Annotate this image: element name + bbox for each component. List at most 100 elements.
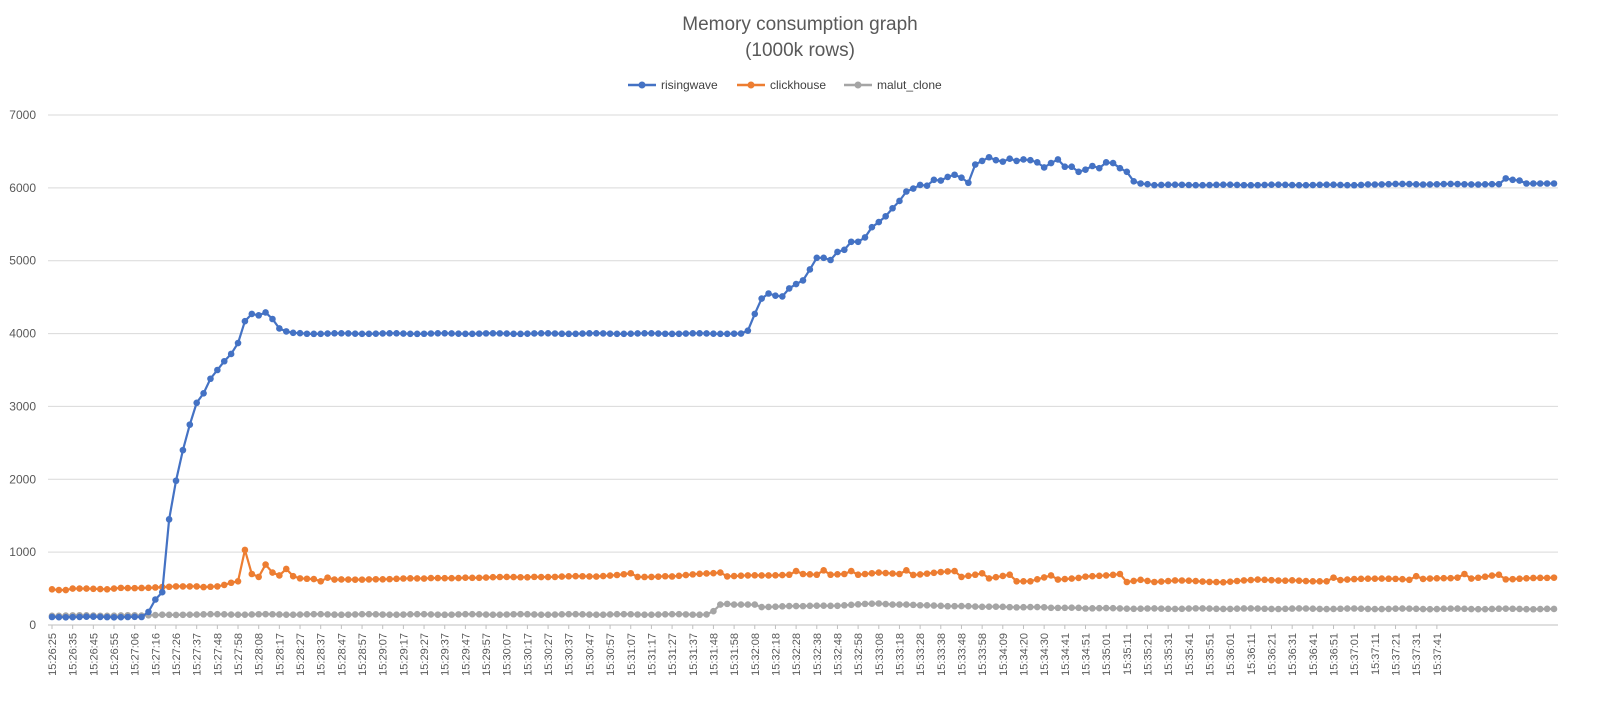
data-point [1033,603,1041,611]
data-point [723,573,731,580]
x-tick-label: 15:37:01 [1349,633,1361,676]
data-point [537,330,545,337]
data-point [627,569,635,577]
data-point [1130,605,1138,613]
data-point [420,575,428,582]
data-point [661,572,669,580]
legend-label: risingwave [661,78,718,92]
data-point [1171,181,1179,188]
data-point [861,600,869,608]
data-point [1488,605,1496,613]
data-point [1020,577,1027,585]
data-point [1295,577,1303,584]
data-point [1040,603,1048,611]
data-point [193,611,200,618]
data-point [937,177,945,184]
data-point [916,571,924,578]
data-point [69,585,76,592]
data-point [165,516,173,523]
data-point [455,330,462,338]
data-point [131,613,138,621]
data-point [992,603,1000,610]
data-point [1027,577,1034,585]
data-point [489,329,497,337]
data-point [1495,180,1503,188]
data-point [1040,574,1048,581]
data-point [62,586,70,594]
data-point [1344,576,1351,583]
data-point [682,571,690,579]
y-tick-label: 6000 [9,181,36,195]
data-point [861,570,869,578]
data-point [172,477,180,485]
data-point [1095,164,1103,172]
data-point [413,610,421,618]
data-point [1144,577,1151,585]
data-point [992,156,1000,164]
data-point [1302,577,1310,585]
data-point [338,329,345,337]
data-point [1523,605,1530,613]
data-point [551,611,559,618]
data-point [1199,605,1206,612]
data-point [510,330,517,338]
x-tick-label: 15:28:27 [295,633,307,676]
data-point [1385,180,1392,188]
data-point [262,561,269,568]
data-point [310,330,318,338]
data-point [813,571,821,579]
data-point [1144,605,1151,612]
data-point [655,611,662,618]
data-point [758,572,765,579]
data-point [1213,578,1220,586]
data-point [1206,605,1213,612]
data-point [1468,575,1475,582]
x-tick-label: 15:28:57 [357,633,369,676]
data-point [1123,605,1131,612]
data-point [214,583,221,590]
data-point [834,602,841,610]
data-point [1116,164,1124,172]
data-point [1433,574,1441,582]
data-point [1061,604,1069,612]
x-tick-label: 15:33:18 [894,633,906,676]
data-point [1323,181,1330,188]
data-point [1157,578,1165,585]
data-point [820,602,827,610]
data-point [1095,604,1103,612]
data-point [1330,605,1337,613]
data-point [96,613,104,621]
data-point [806,571,814,578]
data-point [661,330,669,338]
data-point [496,611,504,618]
data-point [1137,605,1144,613]
x-tick-label: 15:26:25 [47,633,59,676]
x-tick-label: 15:28:37 [316,633,328,676]
data-point [1399,575,1406,583]
data-point [76,613,83,621]
data-point [296,575,304,582]
data-point [634,330,641,337]
data-point [641,329,648,337]
data-point [772,572,779,579]
data-point [1109,571,1117,579]
data-point [951,171,958,179]
x-tick-label: 15:36:01 [1225,633,1237,676]
data-point [462,574,469,582]
data-point [1006,155,1013,163]
data-point [765,572,772,579]
data-point [83,613,90,621]
data-point [1054,576,1062,583]
data-point [971,603,979,610]
data-point [248,611,256,618]
data-point [441,330,449,337]
data-point [344,576,352,583]
data-point [992,573,1000,581]
data-point [1502,576,1510,583]
data-point [1344,605,1351,612]
data-point [145,584,152,592]
data-point [903,188,910,195]
data-point [785,602,793,610]
legend-marker [854,81,862,89]
data-point [1440,574,1448,582]
